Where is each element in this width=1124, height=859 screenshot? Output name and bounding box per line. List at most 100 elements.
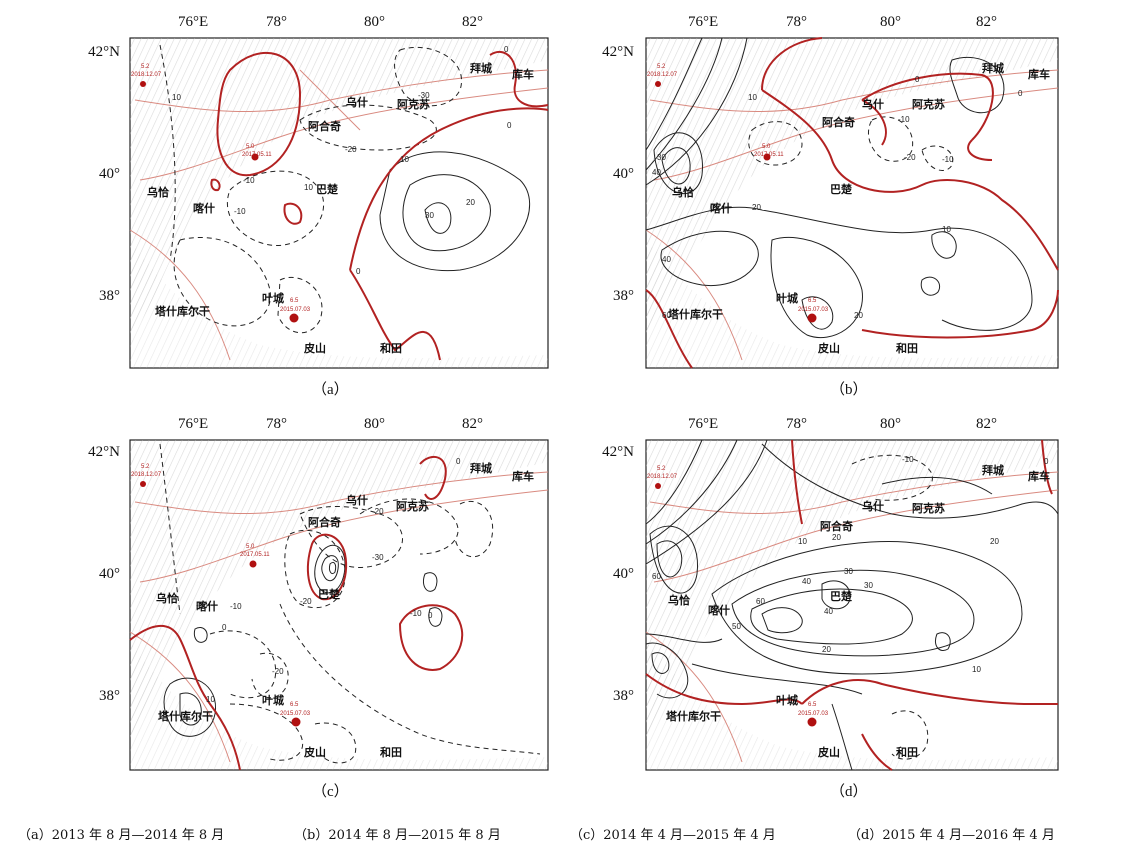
city-label-yecheng: 叶城 bbox=[262, 291, 284, 305]
contour-label: 0 bbox=[507, 121, 512, 130]
map-panel-d: 76°E 78° 80° 82° 42°N 40° 38° bbox=[562, 404, 1122, 814]
city-label-pishan: 皮山 bbox=[817, 745, 840, 759]
city-label-kashi: 喀什 bbox=[710, 201, 732, 215]
lat-tick-42: 42°N bbox=[602, 444, 634, 460]
city-label-hetian: 和田 bbox=[896, 341, 918, 355]
event-label-mag: 6.5 bbox=[290, 702, 299, 708]
lon-tick-76: 76°E bbox=[688, 416, 719, 432]
city-label-aheqi: 阿合奇 bbox=[822, 115, 855, 129]
map-panel-a: 76°E 78° 80° 82° 42°N 40° 38° bbox=[0, 0, 560, 410]
city-label-tashkurgan: 塔什库尔干 bbox=[155, 304, 210, 318]
contour-label: 10 bbox=[942, 225, 951, 234]
lon-tick-82: 82° bbox=[462, 14, 483, 30]
contour-label: -10 bbox=[898, 115, 910, 124]
city-label-pishan: 皮山 bbox=[303, 745, 326, 759]
city-label-hetian: 和田 bbox=[896, 745, 918, 759]
lat-tick-42: 42°N bbox=[602, 44, 634, 60]
city-label-wushi: 乌什 bbox=[346, 95, 368, 109]
figure-caption-row: （a）2013 年 8 月—2014 年 8 月 （b）2014 年 8 月—2… bbox=[18, 824, 1118, 846]
contour-label: 0 bbox=[456, 457, 461, 466]
city-label-wuqia: 乌恰 bbox=[672, 185, 695, 199]
event-label-date: 2018.12.07 bbox=[131, 472, 162, 478]
city-label-hetian: 和田 bbox=[380, 745, 402, 759]
contour-label: -20 bbox=[904, 153, 916, 162]
contour-label: 30 bbox=[657, 153, 666, 162]
lat-tick-40: 40° bbox=[613, 566, 634, 582]
lon-tick-82: 82° bbox=[462, 416, 483, 432]
city-label-bachu: 巴楚 bbox=[316, 182, 339, 196]
contour-label: 30 bbox=[864, 581, 873, 590]
contour-label: 10 bbox=[400, 155, 409, 164]
contour-label: 10 bbox=[206, 695, 215, 704]
panel-letter: （a） bbox=[312, 382, 349, 398]
lon-tick-80: 80° bbox=[880, 14, 901, 30]
contour-label: 20 bbox=[854, 311, 863, 320]
city-label-aheqi: 阿合奇 bbox=[308, 119, 341, 133]
contour-label: 0 bbox=[356, 267, 361, 276]
city-label-wushi: 乌什 bbox=[862, 97, 884, 111]
lat-tick-42: 42°N bbox=[88, 444, 120, 460]
event-label-date: 2018.12.07 bbox=[647, 72, 678, 78]
city-label-baicheng: 拜城 bbox=[982, 463, 1004, 477]
city-label-bachu: 巴楚 bbox=[830, 182, 853, 196]
map-frame-b: 0 -10 -20 -10 10 40 30 20 10 20 40 0 0 6… bbox=[645, 37, 1059, 369]
contour-label: 10 bbox=[748, 93, 757, 102]
map-frame-c: -30 -20 -10 0 -10 -20 10 0 -10 -20 0 5.2… bbox=[129, 439, 549, 771]
map-frame-a: 10 0 -10 -20 -30 0 10 20 30 -10 10 0 5.2… bbox=[129, 37, 549, 369]
city-label-akesu: 阿克苏 bbox=[396, 499, 429, 513]
contour-label: 0 bbox=[915, 75, 920, 84]
city-label-kuche: 库车 bbox=[1028, 469, 1050, 483]
city-label-tashkurgan: 塔什库尔干 bbox=[158, 709, 213, 723]
event-label-mag: 6.5 bbox=[808, 298, 817, 304]
event-label-mag: 6.5 bbox=[808, 702, 817, 708]
contour-label: 60 bbox=[662, 311, 671, 320]
lon-tick-80: 80° bbox=[364, 14, 385, 30]
city-label-hetian: 和田 bbox=[380, 341, 402, 355]
contour-label: 0 bbox=[1044, 457, 1049, 466]
contour-label: -10 bbox=[234, 207, 246, 216]
city-label-wuqia: 乌恰 bbox=[668, 593, 691, 607]
event-label-date: 2015.07.03 bbox=[280, 711, 311, 717]
panel-letter: （c） bbox=[312, 784, 349, 800]
contour-label: -10 bbox=[902, 455, 914, 464]
contour-label: 0 bbox=[710, 203, 715, 212]
contour-label: 50 bbox=[732, 622, 741, 631]
contour-label: 30 bbox=[425, 211, 434, 220]
city-label-aheqi: 阿合奇 bbox=[308, 515, 341, 529]
event-label-mag: 5.0 bbox=[246, 544, 255, 550]
city-label-baicheng: 拜城 bbox=[470, 61, 492, 75]
contour-label: 40 bbox=[802, 577, 811, 586]
map-panel-c: 76°E 78° 80° 82° 42°N 40° 38° bbox=[0, 404, 560, 814]
lat-tick-40: 40° bbox=[99, 566, 120, 582]
lon-tick-82: 82° bbox=[976, 14, 997, 30]
event-label-mag: 5.0 bbox=[762, 144, 771, 150]
city-label-kuche: 库车 bbox=[512, 469, 534, 483]
contour-label: 30 bbox=[844, 567, 853, 576]
lat-tick-40: 40° bbox=[99, 166, 120, 182]
city-label-pishan: 皮山 bbox=[817, 341, 840, 355]
contour-label: 20 bbox=[822, 645, 831, 654]
event-label-mag: 5.0 bbox=[246, 144, 255, 150]
contour-label: 40 bbox=[662, 255, 671, 264]
city-label-yecheng: 叶城 bbox=[776, 693, 798, 707]
contour-label: -10 bbox=[410, 609, 422, 618]
lon-tick-76: 76°E bbox=[178, 416, 209, 432]
city-label-tashkurgan: 塔什库尔干 bbox=[666, 709, 721, 723]
contour-label: -10 bbox=[196, 601, 208, 610]
lon-tick-78: 78° bbox=[266, 416, 287, 432]
city-label-yecheng: 叶城 bbox=[262, 693, 284, 707]
panel-letter: （b） bbox=[830, 382, 868, 398]
city-label-wuqia: 乌恰 bbox=[156, 591, 179, 605]
epicenter-markers bbox=[140, 481, 301, 727]
contour-label: 10 bbox=[172, 93, 181, 102]
event-label-mag: 5.2 bbox=[657, 64, 666, 70]
city-label-akesu: 阿克苏 bbox=[397, 97, 430, 111]
contour-label: -20 bbox=[300, 597, 312, 606]
lon-tick-80: 80° bbox=[880, 416, 901, 432]
city-label-wuqia: 乌恰 bbox=[147, 185, 170, 199]
event-label-date: 2015.07.03 bbox=[798, 711, 829, 717]
city-label-kashi: 喀什 bbox=[708, 603, 730, 617]
contour-label: 0 bbox=[1018, 89, 1023, 98]
epicenter-markers bbox=[655, 483, 817, 727]
contour-label: 10 bbox=[304, 183, 313, 192]
